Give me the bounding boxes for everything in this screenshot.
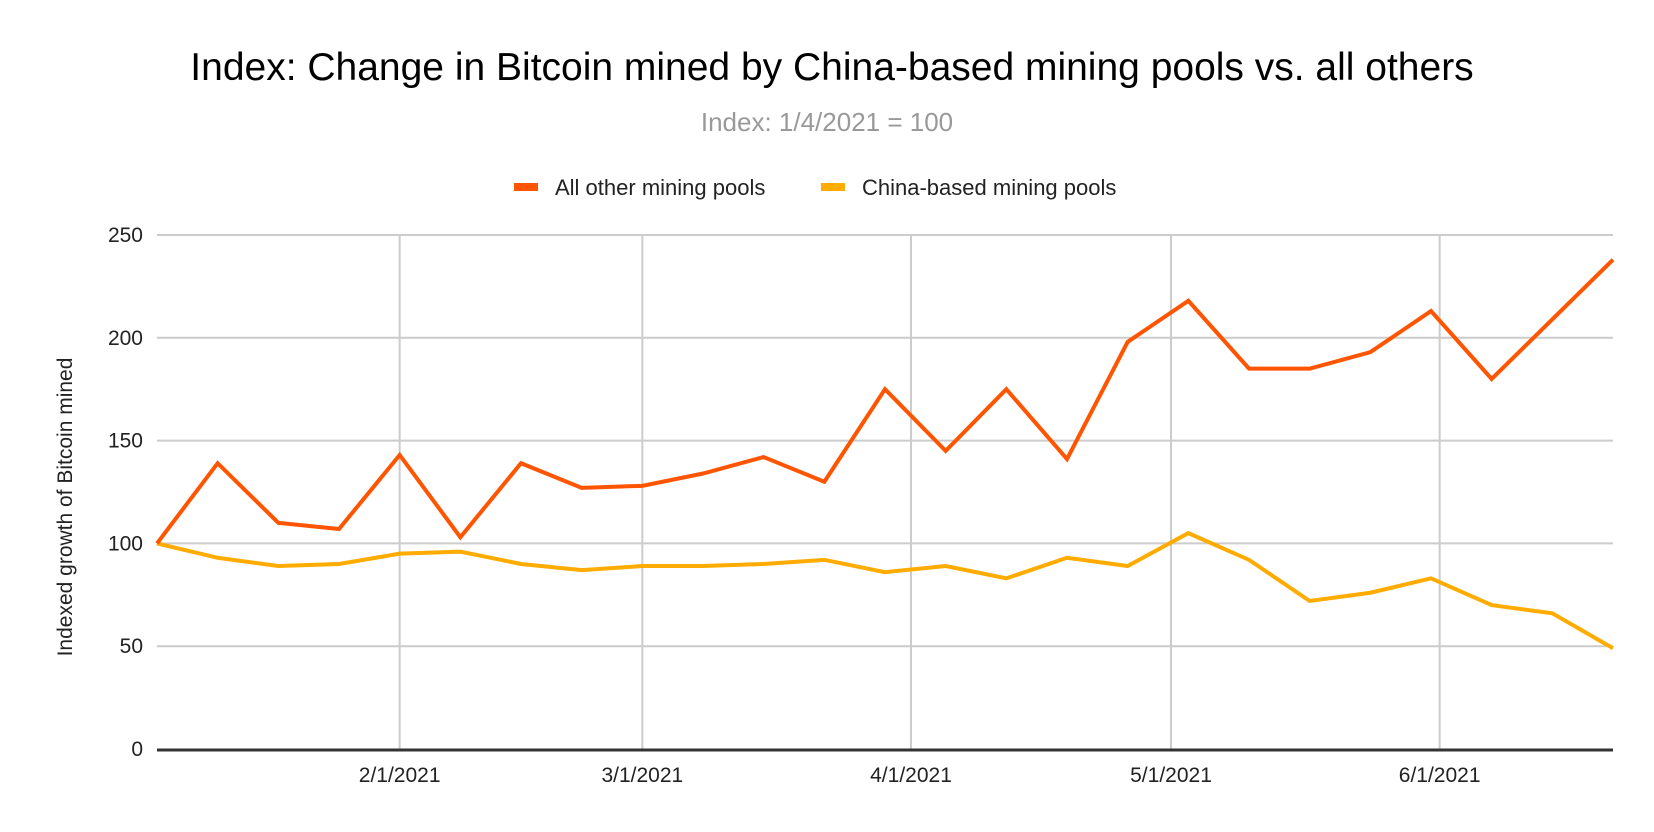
- legend: All other mining pools China-based minin…: [514, 175, 1116, 200]
- data-point: [1127, 341, 1128, 342]
- data-point: [763, 457, 764, 458]
- data-point: [1431, 578, 1432, 579]
- data-point: [1613, 648, 1614, 649]
- data-point: [1370, 592, 1371, 593]
- x-tick-label: 4/1/2021: [870, 764, 952, 787]
- data-point: [703, 566, 704, 567]
- data-point: [1491, 605, 1492, 606]
- series-all-other-mining-pools: [155, 258, 1615, 545]
- data-point: [1613, 259, 1614, 260]
- data-point: [521, 463, 522, 464]
- data-point: [824, 559, 825, 560]
- data-point: [1067, 459, 1068, 460]
- data-point: [1552, 319, 1553, 320]
- chart-subtitle: Index: 1/4/2021 = 100: [701, 107, 953, 137]
- y-tick-label: 250: [108, 224, 143, 247]
- data-point: [885, 572, 886, 573]
- data-point: [885, 389, 886, 390]
- data-point: [1491, 378, 1492, 379]
- y-axis-title: Indexed growth of Bitcoin mined: [54, 358, 77, 657]
- x-tick-label: 6/1/2021: [1399, 764, 1481, 787]
- data-point: [1309, 368, 1310, 369]
- y-axis-ticks: 0 50 100 150 200 250: [108, 224, 143, 761]
- series-china-based-mining-pools: [156, 530, 1614, 650]
- data-point: [1249, 368, 1250, 369]
- y-tick-label: 0: [131, 738, 143, 761]
- data-point: [278, 566, 279, 567]
- x-axis-ticks: 2/1/2021 3/1/2021 4/1/2021 5/1/2021 6/1/2021: [359, 764, 1481, 787]
- x-tick-label: 2/1/2021: [359, 764, 441, 787]
- x-tick-label: 3/1/2021: [601, 764, 683, 787]
- data-point: [581, 570, 582, 571]
- data-point: [1067, 557, 1068, 558]
- data-point: [824, 481, 825, 482]
- data-point: [642, 566, 643, 567]
- data-point: [460, 551, 461, 552]
- x-tick-label: 5/1/2021: [1130, 764, 1212, 787]
- data-point: [1188, 300, 1189, 301]
- data-point: [703, 473, 704, 474]
- data-point: [217, 463, 218, 464]
- data-point: [1006, 578, 1007, 579]
- legend-swatch-all-other-mining-pools: [514, 183, 538, 191]
- data-point: [339, 529, 340, 530]
- data-point: [157, 543, 158, 544]
- data-point: [763, 563, 764, 564]
- series-layer: [155, 258, 1615, 650]
- data-point: [278, 522, 279, 523]
- y-tick-label: 200: [108, 327, 143, 350]
- data-point: [1188, 533, 1189, 534]
- series-line-all-other-mining-pools: [155, 258, 1615, 545]
- y-tick-label: 50: [120, 635, 143, 658]
- data-point: [399, 454, 400, 455]
- y-tick-label: 150: [108, 430, 143, 453]
- data-point: [521, 563, 522, 564]
- data-point: [339, 563, 340, 564]
- data-point: [1127, 566, 1128, 567]
- y-tick-label: 100: [108, 532, 143, 555]
- vertical-gridlines: [398, 235, 1441, 749]
- data-point: [581, 487, 582, 488]
- data-point: [1552, 613, 1553, 614]
- data-point: [217, 557, 218, 558]
- legend-label-all-other-mining-pools: All other mining pools: [555, 175, 765, 200]
- data-point: [1309, 600, 1310, 601]
- chart-title: Index: Change in Bitcoin mined by China-…: [190, 46, 1473, 89]
- data-point: [399, 553, 400, 554]
- data-point: [945, 450, 946, 451]
- data-point: [1431, 311, 1432, 312]
- legend-swatch-china-based-mining-pools: [821, 183, 845, 191]
- data-point: [1006, 389, 1007, 390]
- data-point: [1370, 352, 1371, 353]
- horizontal-gridlines: [157, 234, 1613, 648]
- data-point: [642, 485, 643, 486]
- series-line-china-based-mining-pools: [156, 530, 1614, 650]
- data-point: [1249, 559, 1250, 560]
- data-point: [460, 537, 461, 538]
- data-point: [945, 566, 946, 567]
- legend-label-china-based-mining-pools: China-based mining pools: [862, 175, 1116, 200]
